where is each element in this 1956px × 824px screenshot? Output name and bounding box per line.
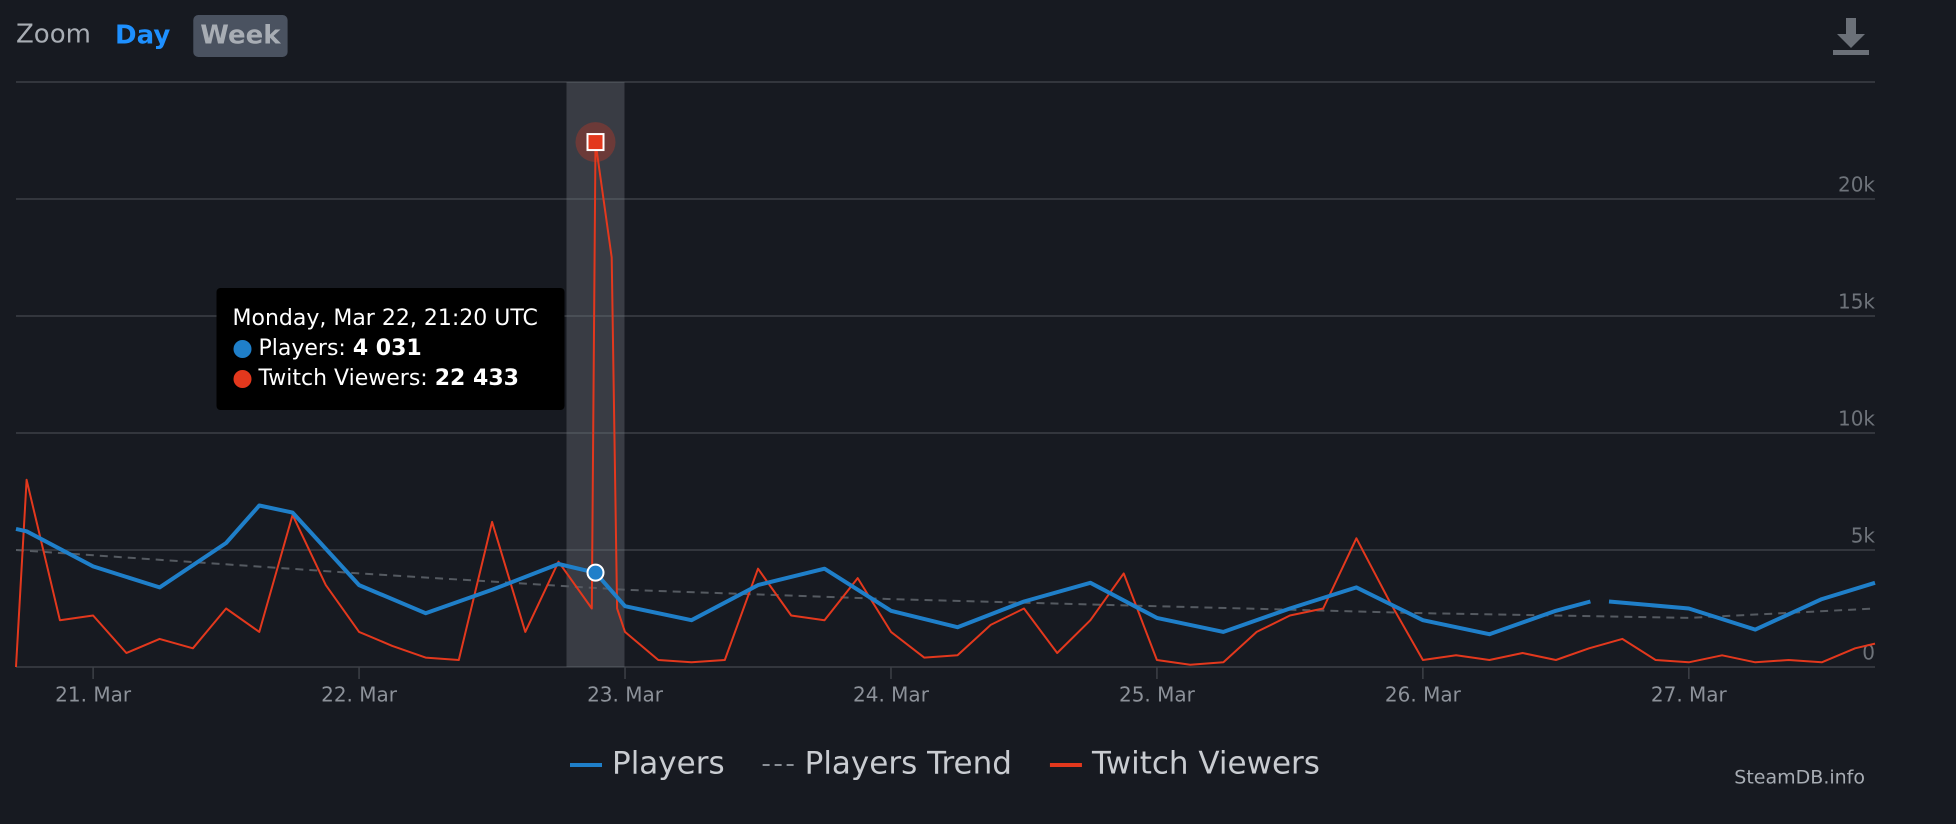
legend-label: Players	[612, 746, 725, 782]
legend-item[interactable]: Players	[570, 746, 725, 782]
y-tick-label: 10k	[1838, 407, 1875, 431]
tooltip-bullet	[233, 370, 252, 388]
icon-part	[1837, 34, 1865, 48]
legend-label: Twitch Viewers	[1091, 746, 1320, 782]
tooltip-item-value: 22 433	[435, 366, 519, 391]
tooltip-item: Twitch Viewers: 22 433	[258, 366, 519, 391]
hover-marker	[586, 133, 605, 152]
tooltip-title: Monday, Mar 22, 21:20 UTC	[233, 306, 538, 331]
y-tick-label: 20k	[1838, 173, 1875, 197]
x-tick-label: 25. Mar	[1119, 683, 1196, 707]
legend-label: Players Trend	[805, 746, 1012, 782]
series-line	[15, 141, 1876, 668]
zoom-button[interactable]: Day	[115, 21, 170, 51]
tooltip-box	[216, 288, 565, 410]
x-tick-label: 21. Mar	[55, 683, 132, 707]
zoom-label: Zoom	[16, 20, 91, 50]
y-tick-label: 5k	[1851, 524, 1876, 548]
series-line	[15, 503, 1876, 637]
icon-part	[1833, 50, 1869, 55]
legend-item[interactable]: Twitch Viewers	[1049, 746, 1320, 782]
legend-item[interactable]: Players Trend	[762, 746, 1012, 782]
tooltip-item-value: 4 031	[353, 336, 422, 361]
icon-part	[1846, 18, 1856, 40]
x-tick-label: 23. Mar	[587, 683, 664, 707]
zoom-button-label: Day	[115, 21, 170, 51]
tooltip-item: Players: 4 031	[259, 336, 422, 361]
credit: SteamDB.info	[1734, 767, 1865, 789]
y-tick-label: 15k	[1838, 290, 1875, 314]
zoom-button[interactable]: Week	[193, 15, 288, 57]
tooltip-item-label: Players:	[259, 336, 346, 361]
x-tick-label: 27. Mar	[1651, 683, 1728, 707]
zoom-button-label: Week	[200, 21, 281, 51]
x-tick-label: 26. Mar	[1385, 683, 1462, 707]
hover-marker	[586, 563, 605, 582]
x-tick-label: 22. Mar	[321, 683, 398, 707]
download-icon[interactable]	[1833, 18, 1869, 55]
tooltip-bullet	[233, 340, 252, 358]
tooltip: Monday, Mar 22, 21:20 UTC Players: 4 031 Tw…	[216, 288, 565, 410]
x-tick-label: 24. Mar	[853, 683, 930, 707]
tooltip-item-label: Twitch Viewers:	[258, 366, 428, 391]
zoom-button-bg	[193, 15, 288, 57]
